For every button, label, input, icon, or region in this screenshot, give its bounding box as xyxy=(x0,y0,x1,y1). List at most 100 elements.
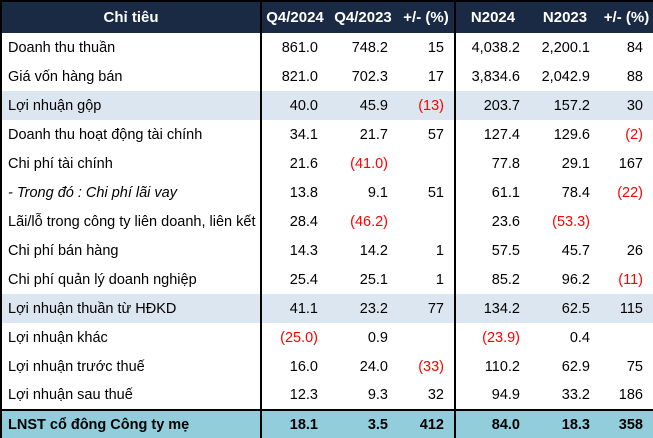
value-cell: 9.1 xyxy=(367,184,388,201)
value-cell: 129.6 xyxy=(553,126,590,143)
value-cell: 84 xyxy=(626,39,643,56)
value-cell: 77 xyxy=(398,294,456,323)
value-cell: 26 xyxy=(626,242,643,259)
value-cell xyxy=(600,207,653,236)
value-cell: 96.2 xyxy=(561,271,590,288)
table-row: - Trong đó : Chi phí lãi vay 13.8 9.1 51 61.… xyxy=(1,178,653,207)
value-cell: 18.1 xyxy=(261,409,328,438)
value-cell: 12.3 xyxy=(289,387,318,403)
value-cell: 748.2 xyxy=(351,39,388,56)
value-cell: 61.1 xyxy=(491,184,520,201)
column-header-n2023: N2023 xyxy=(530,1,600,33)
value-cell: 203.7 xyxy=(455,91,530,120)
value-cell: 21.7 xyxy=(359,126,388,143)
value-cell: 4,038.2 xyxy=(471,39,520,56)
value-cell: (25.0) xyxy=(280,329,318,346)
table-row: Chi phí bán hàng 14.3 14.2 1 57.5 45.7 26 xyxy=(1,236,653,265)
value-cell: 3,834.6 xyxy=(471,68,520,85)
value-cell: (22) xyxy=(617,184,643,201)
row-label: LNST cổ đông Công ty mẹ xyxy=(1,409,262,438)
value-cell: 0.9 xyxy=(367,329,388,346)
value-cell: 25.1 xyxy=(359,271,388,288)
value-cell: 167 xyxy=(618,155,643,172)
value-cell: 24.0 xyxy=(359,358,388,375)
column-header-q4-2024: Q4/2024 xyxy=(261,1,328,33)
column-header-chi-tieu: Chỉ tiêu xyxy=(1,1,262,33)
value-cell: 9.3 xyxy=(367,387,388,403)
table-row: LNST cổ đông Công ty mẹ 18.1 3.5 412 84.0 18.… xyxy=(1,409,653,438)
value-cell: 110.2 xyxy=(484,358,520,375)
value-cell: (33) xyxy=(398,352,456,381)
table-row: Chi phí quản lý doanh nghiệp 25.4 25.1 1 85.… xyxy=(1,265,653,294)
row-label: Doanh thu hoạt động tài chính xyxy=(1,120,262,149)
table-row: Chi phí tài chính 21.6 (41.0) 77.8 29.1 167 xyxy=(1,149,653,178)
value-cell: 861.0 xyxy=(281,39,318,56)
value-cell: 40.0 xyxy=(261,91,328,120)
value-cell: 186 xyxy=(618,387,643,403)
row-label: Chi phí quản lý doanh nghiệp xyxy=(1,265,262,294)
table-row: Giá vốn hàng bán 821.0 702.3 17 3,834.6 2,042… xyxy=(1,62,653,91)
value-cell: 157.2 xyxy=(530,91,600,120)
value-cell: 84.0 xyxy=(455,409,530,438)
row-label: Lợi nhuận khác xyxy=(1,323,262,352)
value-cell: 33.2 xyxy=(561,387,590,403)
row-label: Doanh thu thuần xyxy=(1,33,262,62)
value-cell: 51 xyxy=(398,178,456,207)
column-header-q4-2023: Q4/2023 xyxy=(328,1,398,33)
value-cell: 23.2 xyxy=(328,294,398,323)
table-row: Doanh thu hoạt động tài chính 34.1 21.7 57 1… xyxy=(1,120,653,149)
value-cell: 0.4 xyxy=(569,329,590,346)
table-body: Doanh thu thuần 861.0 748.2 15 4,038.2 2,200.… xyxy=(1,33,653,438)
value-cell: 2,200.1 xyxy=(541,39,590,56)
value-cell: 78.4 xyxy=(561,184,590,201)
row-label: Lợi nhuận sau thuế xyxy=(1,381,262,410)
value-cell xyxy=(398,207,456,236)
column-header-pct-n: +/- (%) xyxy=(600,1,653,33)
value-cell: 29.1 xyxy=(561,155,590,172)
value-cell: 13.8 xyxy=(289,184,318,201)
row-label: Chi phí bán hàng xyxy=(1,236,262,265)
value-cell: 77.8 xyxy=(491,155,520,172)
value-cell: 34.1 xyxy=(289,126,318,143)
value-cell: 16.0 xyxy=(289,358,318,375)
value-cell xyxy=(398,323,456,352)
value-cell: 45.7 xyxy=(561,242,590,259)
value-cell: 57.5 xyxy=(491,242,520,259)
header-row: Chỉ tiêu Q4/2024 Q4/2023 +/- (%) N2024 N… xyxy=(1,1,653,33)
row-label: Lợi nhuận gộp xyxy=(1,91,262,120)
value-cell xyxy=(600,323,653,352)
table-row: Lợi nhuận khác (25.0) 0.9 (23.9) 0.4 xyxy=(1,323,653,352)
table-row: Lợi nhuận trước thuế 16.0 24.0 (33) 110.2 62.… xyxy=(1,352,653,381)
value-cell: (41.0) xyxy=(350,155,388,172)
value-cell: (46.2) xyxy=(350,213,388,230)
table-row: Lợi nhuận gộp 40.0 45.9 (13) 203.7 157.2 30 xyxy=(1,91,653,120)
value-cell: 115 xyxy=(600,294,653,323)
value-cell: 28.4 xyxy=(289,213,318,230)
value-cell: (11) xyxy=(618,271,643,288)
value-cell: 14.2 xyxy=(359,242,388,259)
value-cell: (23.9) xyxy=(482,329,520,346)
value-cell: 2,042.9 xyxy=(541,68,590,85)
row-label: Lợi nhuận trước thuế xyxy=(1,352,262,381)
value-cell: 45.9 xyxy=(328,91,398,120)
value-cell: 14.3 xyxy=(289,242,318,259)
row-label: Lợi nhuận thuần từ HĐKD xyxy=(1,294,262,323)
table-row: Lãi/lỗ trong công ty liên doanh, liên kế… xyxy=(1,207,653,236)
value-cell: 17 xyxy=(398,62,456,91)
value-cell: (2) xyxy=(625,126,643,143)
column-header-pct-q: +/- (%) xyxy=(398,1,456,33)
column-header-n2024: N2024 xyxy=(455,1,530,33)
row-label: Chi phí tài chính xyxy=(1,149,262,178)
value-cell: 1 xyxy=(398,265,456,294)
value-cell: 85.2 xyxy=(491,271,520,288)
value-cell: 15 xyxy=(398,33,456,62)
value-cell: 127.4 xyxy=(483,126,520,143)
value-cell: 30 xyxy=(600,91,653,120)
value-cell: 412 xyxy=(398,409,456,438)
value-cell: 702.3 xyxy=(351,68,388,85)
table-row: Lợi nhuận thuần từ HĐKD 41.1 23.2 77 134.2 62… xyxy=(1,294,653,323)
row-label: Giá vốn hàng bán xyxy=(1,62,262,91)
value-cell: (53.3) xyxy=(552,213,590,230)
row-label: - Trong đó : Chi phí lãi vay xyxy=(1,178,262,207)
